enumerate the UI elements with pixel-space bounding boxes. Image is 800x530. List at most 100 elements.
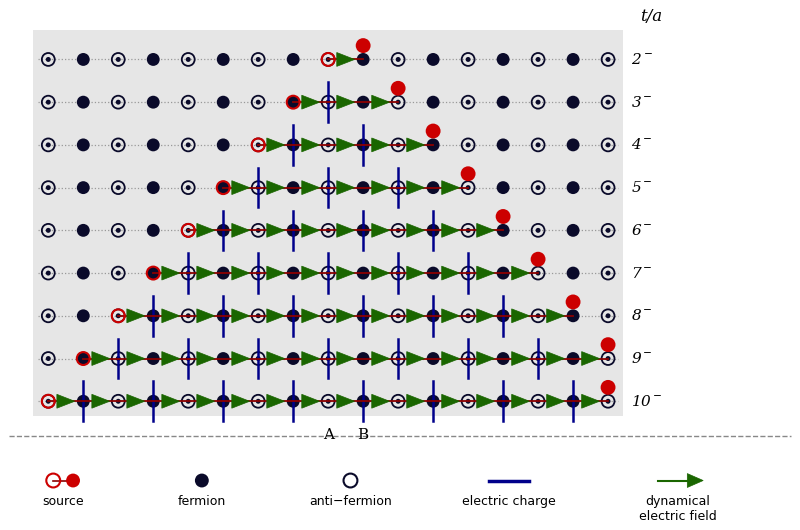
- Polygon shape: [546, 394, 565, 408]
- Circle shape: [426, 96, 439, 109]
- Text: 2$^-$: 2$^-$: [631, 52, 653, 67]
- Circle shape: [147, 96, 160, 109]
- Circle shape: [426, 181, 439, 194]
- Circle shape: [566, 138, 579, 152]
- Circle shape: [396, 57, 401, 62]
- Polygon shape: [546, 309, 565, 323]
- Circle shape: [46, 100, 50, 104]
- Polygon shape: [582, 394, 599, 408]
- Circle shape: [186, 100, 190, 104]
- Circle shape: [195, 474, 209, 488]
- Circle shape: [396, 143, 401, 147]
- Polygon shape: [406, 224, 425, 237]
- Circle shape: [286, 267, 300, 279]
- Polygon shape: [442, 224, 459, 237]
- Text: 6$^-$: 6$^-$: [631, 223, 653, 238]
- Polygon shape: [197, 266, 214, 280]
- Circle shape: [566, 181, 579, 194]
- Text: t/a: t/a: [639, 8, 662, 25]
- Polygon shape: [337, 394, 354, 408]
- Circle shape: [466, 399, 470, 404]
- Polygon shape: [302, 181, 319, 195]
- Circle shape: [536, 228, 541, 233]
- Text: 3$^-$: 3$^-$: [631, 95, 653, 110]
- Text: A: A: [322, 428, 334, 442]
- Circle shape: [147, 352, 160, 365]
- Circle shape: [77, 96, 90, 109]
- Polygon shape: [127, 309, 145, 323]
- Circle shape: [566, 267, 579, 279]
- Polygon shape: [232, 351, 250, 366]
- Circle shape: [461, 166, 475, 181]
- Circle shape: [466, 356, 470, 361]
- Circle shape: [357, 267, 370, 279]
- Circle shape: [396, 313, 401, 319]
- Polygon shape: [406, 138, 425, 152]
- Polygon shape: [442, 181, 459, 195]
- Circle shape: [116, 228, 121, 233]
- Polygon shape: [406, 394, 425, 408]
- Circle shape: [601, 380, 615, 395]
- Circle shape: [147, 267, 160, 279]
- Polygon shape: [406, 181, 425, 195]
- Circle shape: [536, 313, 541, 319]
- Polygon shape: [512, 394, 530, 408]
- Circle shape: [357, 224, 370, 237]
- Circle shape: [217, 310, 230, 322]
- Circle shape: [286, 181, 300, 194]
- Circle shape: [356, 38, 370, 53]
- Polygon shape: [162, 309, 180, 323]
- Polygon shape: [477, 351, 494, 366]
- Polygon shape: [477, 309, 494, 323]
- Circle shape: [606, 143, 610, 147]
- Circle shape: [497, 138, 510, 152]
- Polygon shape: [266, 266, 285, 280]
- Circle shape: [426, 267, 439, 279]
- Circle shape: [466, 143, 470, 147]
- Polygon shape: [92, 351, 110, 366]
- Polygon shape: [197, 309, 214, 323]
- Polygon shape: [232, 309, 250, 323]
- Circle shape: [606, 57, 610, 62]
- Circle shape: [46, 185, 50, 190]
- Circle shape: [147, 310, 160, 322]
- Circle shape: [357, 138, 370, 152]
- Polygon shape: [372, 138, 390, 152]
- Circle shape: [77, 395, 90, 408]
- Circle shape: [566, 395, 579, 408]
- Circle shape: [217, 181, 230, 194]
- Text: fermion: fermion: [178, 496, 226, 508]
- Circle shape: [217, 53, 230, 66]
- Polygon shape: [687, 474, 703, 488]
- Polygon shape: [442, 266, 459, 280]
- Circle shape: [256, 100, 261, 104]
- Circle shape: [497, 352, 510, 365]
- Circle shape: [186, 313, 190, 319]
- Circle shape: [606, 313, 610, 319]
- Circle shape: [536, 399, 541, 404]
- Circle shape: [536, 100, 541, 104]
- Text: 10$^-$: 10$^-$: [631, 394, 662, 409]
- Polygon shape: [477, 266, 494, 280]
- Circle shape: [606, 356, 610, 361]
- Polygon shape: [127, 351, 145, 366]
- Polygon shape: [197, 351, 214, 366]
- Circle shape: [566, 310, 579, 322]
- Circle shape: [606, 228, 610, 233]
- Polygon shape: [337, 309, 354, 323]
- Polygon shape: [127, 394, 145, 408]
- Polygon shape: [162, 266, 180, 280]
- Polygon shape: [477, 394, 494, 408]
- Circle shape: [497, 395, 510, 408]
- Circle shape: [497, 53, 510, 66]
- Circle shape: [357, 181, 370, 194]
- Polygon shape: [266, 309, 285, 323]
- Circle shape: [426, 395, 439, 408]
- Circle shape: [566, 53, 579, 66]
- Text: source: source: [42, 496, 84, 508]
- Circle shape: [426, 123, 441, 138]
- Circle shape: [326, 228, 330, 233]
- Text: 9$^-$: 9$^-$: [631, 351, 653, 366]
- Text: B: B: [358, 428, 369, 442]
- Circle shape: [186, 356, 190, 361]
